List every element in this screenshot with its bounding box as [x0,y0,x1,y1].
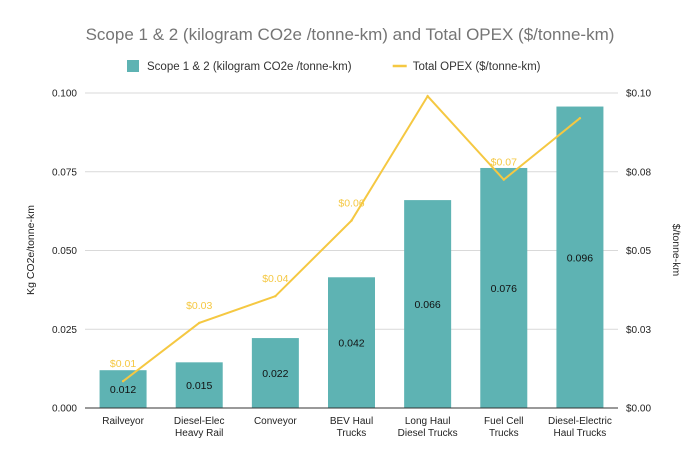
y-right-tick-label: $0.05 [626,246,651,257]
y-left-tick-label: 0.025 [52,325,77,336]
x-tick-label: Diesel-Elec Heavy Rail [174,416,225,439]
bar-series [99,106,604,409]
line-data-label: $0.01 [110,358,136,370]
x-tick-label: BEV Haul Trucks [330,416,373,439]
line-series [121,94,582,383]
line-point [198,321,201,325]
y-left-tick-label: 0.050 [52,246,77,257]
bar [99,370,147,408]
x-tick-label: Conveyor [254,416,297,427]
y-right-tick-label: $0.10 [626,89,651,100]
bar-data-label: 0.022 [262,368,288,380]
line-point [350,219,353,222]
line-point [502,178,505,181]
bar-data-label: 0.096 [567,252,593,264]
chart-title: Scope 1 & 2 (kilogram CO2e /tonne-km) an… [86,25,615,44]
x-tick-label: Long Haul Diesel Trucks [398,416,458,439]
bar-data-label: 0.012 [110,384,136,396]
bar-data-label: 0.066 [415,299,441,311]
y-right-tick-label: $0.08 [626,167,651,178]
x-tick-label: Fuel Cell Trucks [484,416,523,439]
line-point [121,380,125,383]
line-point [274,294,277,298]
y-left-tick-label: 0.100 [52,89,77,100]
bar [556,106,604,409]
legend-entry: Total OPEX ($/tonne-km) [413,61,541,73]
gridlines [85,92,618,330]
bar-data-label: 0.042 [338,338,364,350]
bar-data-label: 0.076 [491,283,517,295]
data-labels: 0.012 0.015 0.022 0.042 0.066 0.076 0.096 $0.01… [110,157,593,396]
line-data-label: $0.03 [186,300,212,312]
y-axis-left-label: Kg CO2e/tonne-km [25,205,37,295]
line-point [426,94,429,98]
bar [328,277,375,408]
line-data-label: $0.04 [262,273,288,285]
x-tick-label: Diesel-Electric Haul Trucks [548,416,612,439]
y-left-tick-label: 0.075 [52,167,77,178]
axes: 0.000 0.025 0.050 0.075 0.100 $0.00 $0.03 $0.05… [52,89,651,440]
bar [251,338,299,408]
bar [404,200,452,408]
bar [175,362,223,408]
x-tick-label: Railveyor [102,416,144,427]
y-right-tick-label: $0.03 [626,325,651,336]
legend-entry: Scope 1 & 2 (kilogram CO2e /tonne-km) [147,61,352,73]
bar [480,167,528,408]
y-left-tick-label: 0.000 [52,404,77,415]
line-data-label: $0.06 [338,198,364,210]
bar-data-label: 0.015 [186,380,212,392]
y-right-tick-label: $0.00 [626,404,651,415]
line-data-label: $0.07 [491,157,517,169]
line-point [578,117,582,120]
y-axis-right-label: $/tonne-km [670,224,682,277]
legend-swatch-bar [127,60,139,72]
legend: Scope 1 & 2 (kilogram CO2e /tonne-km) Tot… [127,60,541,73]
